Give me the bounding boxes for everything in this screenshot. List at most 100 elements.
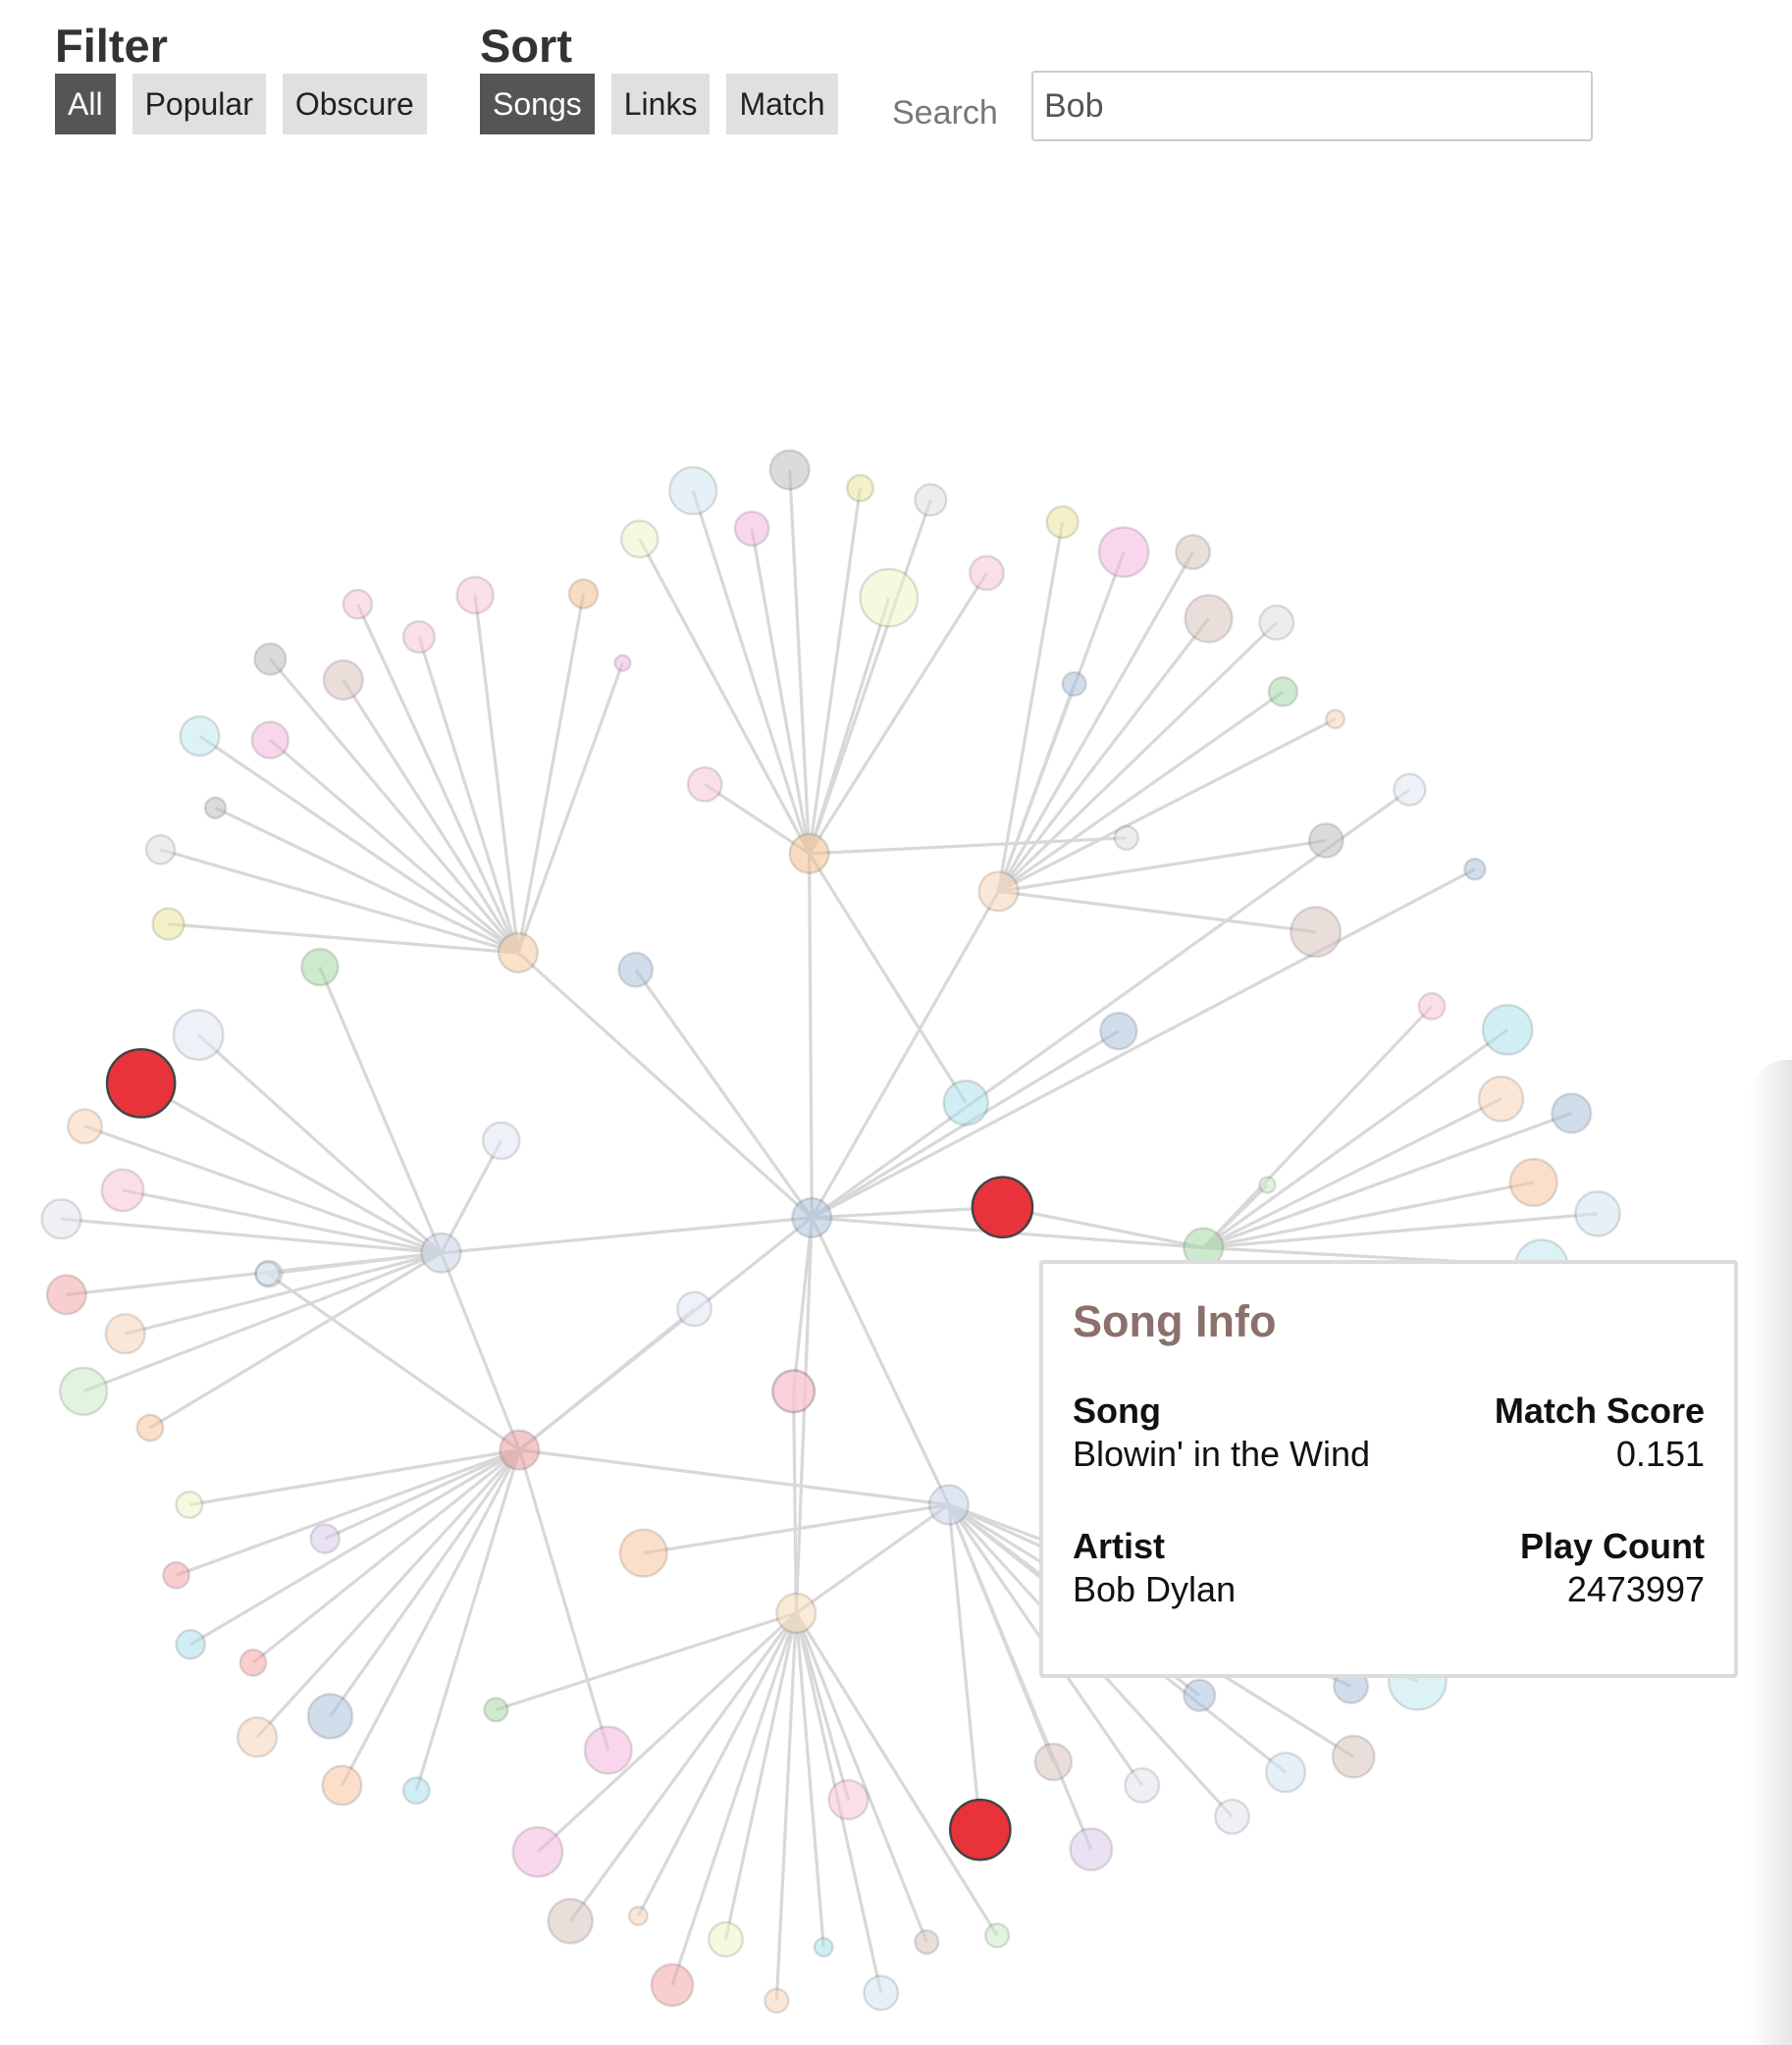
song-node[interactable] — [483, 1697, 509, 1723]
song-node[interactable] — [420, 1232, 462, 1275]
song-node[interactable] — [455, 575, 495, 615]
song-node[interactable] — [567, 578, 600, 610]
song-node[interactable] — [1213, 1798, 1251, 1835]
song-node[interactable] — [66, 1108, 103, 1145]
song-node[interactable] — [1481, 1003, 1534, 1056]
song-node[interactable] — [135, 1413, 165, 1442]
song-node[interactable] — [764, 1987, 790, 2015]
song-node[interactable] — [583, 1725, 633, 1775]
song-node[interactable] — [299, 947, 340, 987]
song-node[interactable] — [1417, 991, 1447, 1021]
song-node[interactable] — [238, 1648, 268, 1677]
filter-all-button[interactable]: All — [55, 74, 116, 134]
song-node[interactable] — [1175, 534, 1212, 571]
song-node[interactable] — [1393, 772, 1427, 807]
song-node[interactable] — [707, 1920, 745, 1958]
song-node[interactable] — [676, 1290, 713, 1328]
song-node[interactable] — [859, 567, 920, 628]
song-node[interactable] — [250, 720, 290, 760]
song-node[interactable] — [253, 642, 288, 676]
song-node[interactable] — [100, 1168, 145, 1213]
song-node[interactable] — [627, 1905, 649, 1926]
song-node[interactable] — [1290, 906, 1343, 959]
song-node[interactable] — [511, 1825, 564, 1878]
song-node[interactable] — [203, 796, 228, 820]
song-node[interactable] — [401, 619, 437, 655]
song-node[interactable] — [1258, 1176, 1277, 1194]
highlighted-song-node[interactable] — [971, 1176, 1034, 1239]
filter-obscure-button[interactable]: Obscure — [282, 74, 427, 134]
sort-songs-button[interactable]: Songs — [480, 74, 595, 134]
song-node[interactable] — [45, 1274, 88, 1316]
song-node[interactable] — [617, 951, 655, 988]
song-node[interactable] — [914, 483, 948, 517]
song-node[interactable] — [175, 1628, 207, 1660]
highlighted-song-node[interactable] — [948, 1798, 1012, 1861]
song-node[interactable] — [927, 1484, 971, 1526]
song-node[interactable] — [144, 833, 177, 865]
song-node[interactable] — [1097, 526, 1150, 579]
song-node[interactable] — [481, 1121, 521, 1161]
song-node[interactable] — [58, 1366, 109, 1416]
song-node[interactable] — [1045, 504, 1080, 540]
song-node[interactable] — [827, 1778, 870, 1821]
song-node[interactable] — [668, 465, 718, 516]
song-node[interactable] — [618, 1528, 668, 1578]
song-node[interactable] — [497, 931, 540, 974]
sort-links-button[interactable]: Links — [610, 74, 711, 134]
song-node[interactable] — [1258, 603, 1295, 641]
song-node[interactable] — [788, 832, 830, 875]
song-node[interactable] — [1267, 676, 1299, 708]
song-node[interactable] — [863, 1974, 900, 2012]
song-node[interactable] — [619, 519, 659, 559]
song-node[interactable] — [40, 1198, 82, 1240]
song-node[interactable] — [1325, 708, 1346, 730]
song-node[interactable] — [1069, 1827, 1114, 1872]
song-node[interactable] — [254, 1260, 281, 1287]
song-node[interactable] — [342, 588, 374, 620]
song-node[interactable] — [172, 1009, 225, 1062]
song-node[interactable] — [151, 907, 185, 941]
song-node[interactable] — [1508, 1157, 1558, 1208]
song-node[interactable] — [1124, 1766, 1161, 1804]
song-node[interactable] — [1477, 1075, 1525, 1123]
song-node[interactable] — [236, 1716, 279, 1758]
song-node[interactable] — [771, 1369, 817, 1414]
song-node[interactable] — [322, 658, 364, 702]
song-node[interactable] — [845, 473, 875, 502]
song-node[interactable] — [1184, 594, 1234, 644]
song-node[interactable] — [321, 1764, 363, 1807]
song-node[interactable] — [914, 1928, 940, 1956]
song-node[interactable] — [547, 1897, 595, 1945]
sort-match-button[interactable]: Match — [726, 74, 838, 134]
song-node[interactable] — [162, 1560, 191, 1590]
song-node[interactable] — [613, 654, 632, 672]
song-node[interactable] — [1331, 1734, 1376, 1779]
song-node[interactable] — [1098, 1011, 1138, 1051]
song-node[interactable] — [942, 1078, 990, 1127]
song-node[interactable] — [1113, 824, 1140, 852]
song-node[interactable] — [1033, 1742, 1074, 1782]
song-node[interactable] — [983, 1922, 1011, 1949]
song-node[interactable] — [686, 765, 723, 803]
song-node[interactable] — [1061, 670, 1087, 698]
song-node[interactable] — [650, 1963, 695, 2008]
song-node[interactable] — [499, 1429, 541, 1471]
song-node[interactable] — [1264, 1751, 1307, 1794]
song-node[interactable] — [977, 870, 1020, 913]
song-node[interactable] — [791, 1196, 833, 1239]
song-node[interactable] — [175, 1490, 204, 1520]
song-node[interactable] — [768, 448, 811, 491]
search-input[interactable] — [1031, 71, 1593, 141]
song-node[interactable] — [1463, 857, 1487, 881]
highlighted-song-node[interactable] — [105, 1048, 177, 1119]
song-node[interactable] — [306, 1693, 354, 1740]
song-node[interactable] — [1307, 821, 1344, 860]
song-node[interactable] — [401, 1776, 431, 1806]
song-node[interactable] — [968, 554, 1006, 592]
filter-popular-button[interactable]: Popular — [132, 74, 266, 134]
song-node[interactable] — [1183, 1678, 1217, 1712]
song-node[interactable] — [1551, 1092, 1593, 1134]
song-node[interactable] — [733, 510, 770, 548]
song-node[interactable] — [104, 1313, 146, 1355]
